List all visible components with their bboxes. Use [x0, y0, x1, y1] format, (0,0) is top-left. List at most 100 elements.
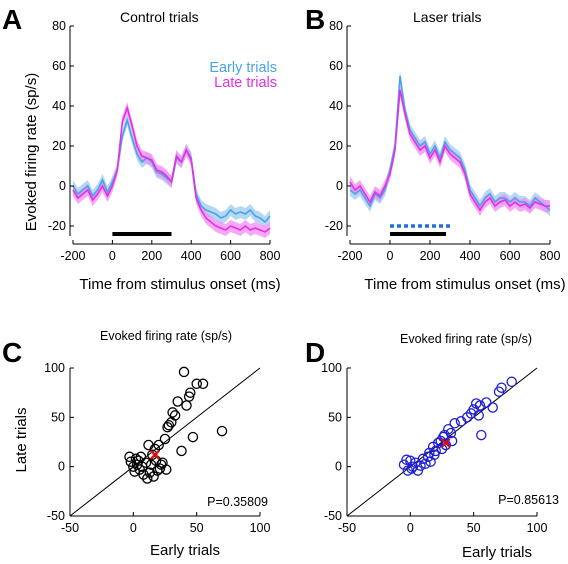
panel-c-data-point — [161, 464, 172, 475]
panel-a-band-late — [73, 102, 270, 238]
panel-c-y-tick-label: 100 — [44, 361, 65, 375]
panel-c-data-point — [167, 407, 178, 418]
panel-d-y-tick-label: 100 — [321, 361, 342, 375]
panel-a-y-tick-label: 60 — [52, 59, 66, 73]
panel-d-y-tick-label: 50 — [328, 410, 342, 424]
panel-c-title: Evoked firing rate (sp/s) — [100, 329, 232, 343]
panel-d-title: Evoked firing rate (sp/s) — [400, 332, 532, 346]
legend-early-trials: Early trials — [209, 60, 277, 76]
panel-b-y-tick-label: 20 — [329, 139, 343, 153]
panel-b-y-tick-label: 80 — [329, 19, 343, 33]
panel-c-x-tick-label: 100 — [250, 521, 271, 535]
panel-d-data-point — [439, 429, 450, 441]
panel-d-data-point — [496, 382, 507, 393]
panel-c-p-value: P=0.35809 — [207, 495, 268, 509]
panel-d-data-point — [449, 418, 460, 429]
panel-c-data-point — [130, 453, 142, 465]
panel-c-y-tick-label: 0 — [58, 460, 65, 474]
panel-a-x-tick-label: 0 — [109, 249, 116, 263]
panel-d-data-point — [430, 445, 441, 457]
panel-d-data-point — [432, 437, 444, 449]
panel-d-data-point — [487, 402, 498, 413]
panel-c-y-tick-label: -50 — [47, 509, 65, 523]
panel-d-x-tick-label: 0 — [407, 521, 414, 535]
panel-d-p-value: P=0.85613 — [498, 493, 559, 507]
panel-d-scatter-chart: -50 0 50 100 -50 0 50 100 Early trials P=0.8561… — [321, 361, 559, 561]
panel-label-b: B — [305, 4, 325, 35]
panel-a-y-tick-label: 80 — [52, 19, 66, 33]
panel-d-y-tick-label: 0 — [335, 460, 342, 474]
panel-d-mean-marker — [441, 438, 451, 448]
panel-b-y-tick-label: -20 — [325, 219, 343, 233]
panel-d-data-point — [405, 455, 416, 466]
panel-c-x-tick-label: -50 — [61, 521, 79, 535]
panel-a-y-tick-label: 0 — [59, 179, 66, 193]
panel-a-x-axis-label: Time from stimulus onset (ms) — [79, 276, 280, 293]
panel-c-data-point — [138, 469, 149, 480]
panel-a-x-tick-label: 200 — [141, 249, 162, 263]
panel-a-title: Control trials — [120, 9, 199, 25]
panel-c-data-point — [169, 410, 181, 421]
panel-a-band-early — [73, 114, 270, 228]
panel-c-data-point — [185, 387, 196, 398]
panel-label-c: C — [2, 337, 22, 368]
panel-d-data-point — [445, 427, 457, 439]
panel-c-data-point — [148, 471, 159, 482]
panel-b-x-tick-label: -200 — [337, 249, 362, 263]
panel-label-d: D — [305, 337, 325, 368]
panel-c-data-point — [187, 431, 199, 443]
panel-c-data-point — [140, 457, 152, 468]
panel-c-data-point — [163, 419, 175, 431]
panel-a-x-tick-label: 400 — [181, 249, 202, 263]
panel-d-data-point — [473, 410, 484, 421]
panel-c-data-point — [181, 400, 192, 411]
panel-c-data-point — [125, 456, 137, 467]
panel-a-x-tick-label: -200 — [60, 249, 85, 263]
panel-c-data-point — [216, 425, 228, 437]
panel-a-y-tick-label: -20 — [48, 219, 66, 233]
panel-d-x-tick-label: 100 — [527, 521, 548, 535]
panel-c-data-point — [172, 396, 183, 407]
panel-c-data-point — [135, 451, 147, 463]
panel-c-data-point — [176, 445, 187, 457]
panel-b-title: Laser trials — [413, 9, 481, 25]
panel-c-data-point — [142, 473, 153, 484]
legend-late-trials: Late trials — [214, 75, 277, 91]
panel-c-x-tick-label: 50 — [190, 521, 204, 535]
panel-d-data-point — [474, 400, 486, 411]
panel-c-data-point — [197, 378, 209, 390]
panel-d-data-point — [436, 443, 448, 455]
panel-b-y-tick-label: 60 — [329, 59, 343, 73]
panel-d-data-point — [476, 429, 487, 441]
panel-a-series-late — [72, 105, 271, 233]
panel-c-data-point — [178, 366, 190, 378]
panel-d-y-tick-label: -50 — [324, 509, 342, 523]
panel-c-x-tick-label: 0 — [130, 521, 137, 535]
panel-a-y-tick-label: 20 — [52, 139, 66, 153]
panel-a-y-axis-label: Evoked firing rate (sp/s) — [23, 73, 40, 231]
panel-c-mean-marker — [150, 450, 160, 460]
panel-c-x-axis-label: Early trials — [150, 542, 220, 559]
panel-b-series-late — [349, 89, 550, 212]
panel-c-unity-line — [69, 367, 261, 517]
panel-b-x-axis-label: Time from stimulus onset (ms) — [364, 276, 565, 293]
panel-a-y-tick-label: 40 — [52, 99, 66, 113]
panel-b-y-tick-label: 0 — [336, 179, 343, 193]
panel-c-y-axis-label: Late trials — [13, 407, 30, 472]
panel-d-x-axis-label: Early trials — [462, 544, 532, 561]
panel-b-x-tick-label: 600 — [500, 249, 521, 263]
panel-d-x-tick-label: 50 — [467, 521, 481, 535]
panel-a-x-tick-label: 800 — [260, 249, 281, 263]
panel-d-data-point — [462, 412, 473, 423]
panel-b-x-tick-label: 0 — [387, 249, 394, 263]
panel-c-data-point — [124, 451, 135, 463]
panel-b-x-tick-label: 400 — [460, 249, 481, 263]
panel-d-data-point — [420, 458, 431, 469]
panel-c-data-point — [191, 378, 202, 390]
panel-d-data-point — [506, 376, 517, 388]
panel-b-series-early — [349, 75, 551, 211]
panel-c-data-point — [144, 467, 156, 478]
